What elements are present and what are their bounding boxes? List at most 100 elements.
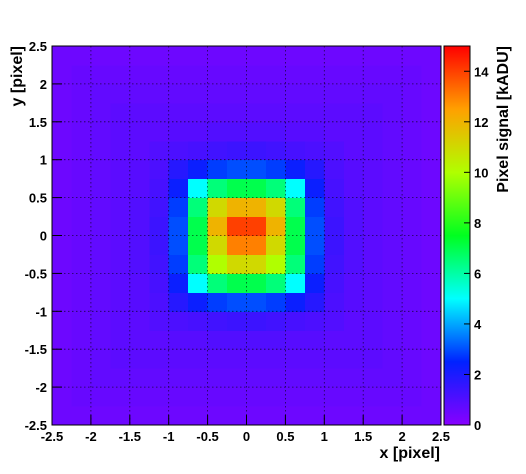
heatmap-cell [168, 64, 189, 85]
heatmap-cell [285, 387, 306, 407]
heatmap-cell [246, 197, 267, 218]
heatmap-cell [382, 387, 403, 407]
heatmap-cell [265, 121, 286, 142]
heatmap-cell [304, 273, 325, 293]
colorbar-tick-label: 0 [474, 418, 481, 433]
heatmap-cell [168, 83, 189, 104]
heatmap-cell [227, 406, 247, 426]
heatmap-cell [343, 273, 364, 293]
heatmap-cell [265, 216, 286, 236]
heatmap-cell [402, 178, 423, 199]
heatmap-cell [421, 178, 442, 199]
heatmap-cell [71, 406, 92, 426]
heatmap-cell [129, 216, 150, 236]
heatmap-cells [52, 46, 442, 426]
heatmap-cell [324, 64, 345, 85]
heatmap-cell [149, 311, 170, 331]
heatmap-cell [227, 121, 247, 142]
heatmap-cell [246, 159, 267, 180]
heatmap-cell [363, 349, 384, 369]
heatmap-cell [188, 140, 209, 161]
heatmap-cell [188, 46, 209, 66]
heatmap-cell [324, 254, 345, 274]
heatmap-cell [421, 273, 442, 293]
colorbar-tick-label: 4 [474, 317, 482, 332]
heatmap-cell [110, 102, 131, 123]
heatmap-cell [129, 140, 150, 161]
heatmap-cell [421, 387, 442, 407]
heatmap-cell [90, 406, 111, 426]
heatmap-cell [52, 64, 72, 85]
heatmap-cell [324, 102, 345, 123]
heatmap-cell [129, 368, 150, 388]
heatmap-cell [304, 311, 325, 331]
heatmap-cell [71, 140, 92, 161]
heatmap-cell [149, 368, 170, 388]
y-tick-label: -2.5 [25, 418, 47, 433]
heatmap-cell [343, 46, 364, 66]
heatmap-cell [402, 64, 423, 85]
heatmap-cell [110, 387, 131, 407]
heatmap-cell [52, 349, 72, 369]
heatmap-cell [265, 254, 286, 274]
heatmap-cell [71, 159, 92, 180]
heatmap-cell [246, 387, 267, 407]
heatmap-cell [265, 83, 286, 104]
heatmap-cell [304, 121, 325, 142]
heatmap-cell [304, 235, 325, 255]
heatmap-cell [188, 216, 209, 236]
heatmap-cell [265, 330, 286, 350]
heatmap-cell [71, 387, 92, 407]
heatmap-cell [304, 140, 325, 161]
heatmap-cell [246, 349, 267, 369]
heatmap-cell [52, 46, 72, 66]
heatmap-cell [402, 254, 423, 274]
heatmap-cell [168, 216, 189, 236]
heatmap-cell [382, 83, 403, 104]
heatmap-cell [149, 292, 170, 312]
heatmap-cell [402, 330, 423, 350]
heatmap-cell [402, 159, 423, 180]
heatmap-cell [363, 197, 384, 218]
heatmap-cell [71, 64, 92, 85]
heatmap-cell [71, 254, 92, 274]
x-tick-label: 2 [398, 429, 405, 444]
heatmap-cell [324, 368, 345, 388]
heatmap-cell [149, 235, 170, 255]
heatmap-cell [90, 197, 111, 218]
heatmap-cell [129, 235, 150, 255]
heatmap-cell [110, 197, 131, 218]
heatmap-cell [52, 387, 72, 407]
heatmap-cell [304, 46, 325, 66]
heatmap-cell [110, 330, 131, 350]
heatmap-cell [343, 349, 364, 369]
heatmap-cell [265, 46, 286, 66]
heatmap-cell [71, 311, 92, 331]
heatmap-cell [265, 292, 286, 312]
heatmap-cell [90, 387, 111, 407]
heatmap-cell [188, 311, 209, 331]
y-axis-title: y [pixel] [9, 46, 26, 106]
heatmap-cell [207, 216, 228, 236]
heatmap-cell [129, 102, 150, 123]
heatmap-cell [168, 235, 189, 255]
heatmap-cell [207, 292, 228, 312]
heatmap-cell [324, 330, 345, 350]
heatmap-cell [90, 46, 111, 66]
heatmap-cell [71, 197, 92, 218]
heatmap-cell [168, 102, 189, 123]
heatmap-cell [421, 235, 442, 255]
heatmap-cell [90, 178, 111, 199]
heatmap-cell [285, 178, 306, 199]
heatmap-cell [188, 330, 209, 350]
heatmap-cell [207, 368, 228, 388]
heatmap-cell [304, 368, 325, 388]
heatmap-cell [71, 235, 92, 255]
heatmap-cell [382, 406, 403, 426]
heatmap-cell [421, 292, 442, 312]
heatmap-cell [52, 216, 72, 236]
heatmap-cell [52, 83, 72, 104]
heatmap-cell [110, 311, 131, 331]
x-tick-label: -1 [163, 429, 175, 444]
colorbar-tick-label: 12 [474, 115, 488, 130]
